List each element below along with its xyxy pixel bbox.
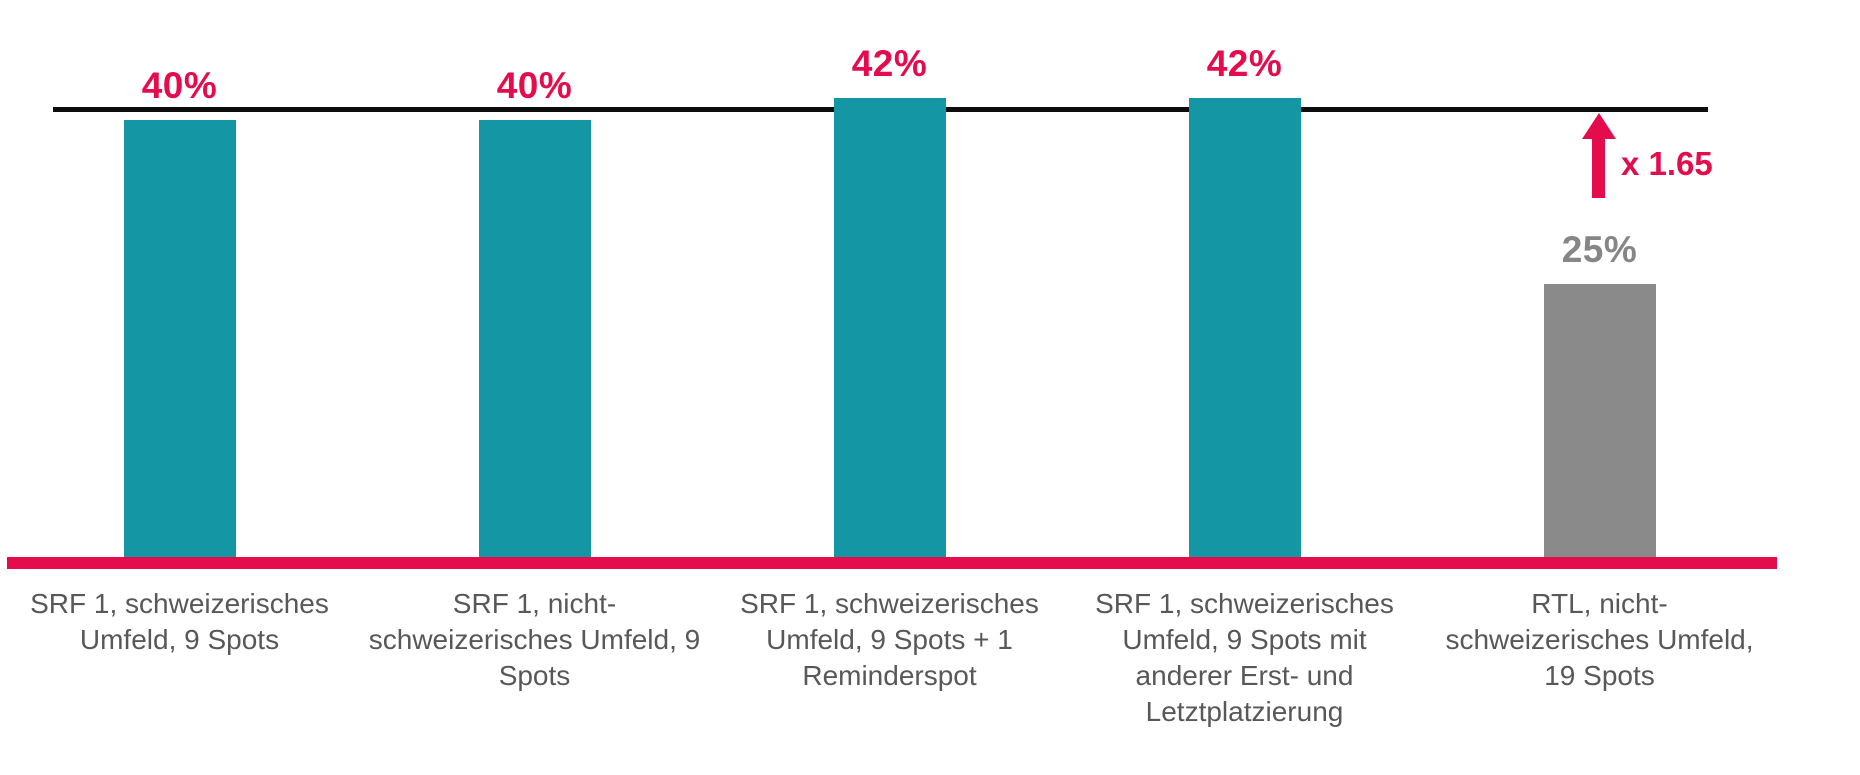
bar — [1188, 98, 1301, 557]
bar-value-label: 40% — [141, 65, 218, 106]
bar — [1543, 284, 1656, 557]
category-label: SRF 1, schweizerisches Umfeld, 9 Spots m… — [1095, 588, 1394, 727]
bar-value-label: 42% — [1206, 43, 1283, 84]
bar-value-label: 40% — [496, 65, 573, 106]
bar — [478, 120, 591, 557]
multiplier-annotation: x 1.65 — [1621, 145, 1713, 182]
arrow-head-icon — [1582, 113, 1616, 139]
bar — [123, 120, 236, 557]
x-axis-baseline — [7, 557, 1777, 569]
category-label: SRF 1, schweizerisches Umfeld, 9 Spots — [30, 588, 329, 655]
category-label: SRF 1, schweizerisches Umfeld, 9 Spots +… — [740, 588, 1039, 691]
category-label: SRF 1, nicht- schweizerisches Umfeld, 9 … — [368, 588, 701, 691]
bar-value-label: 42% — [851, 43, 928, 84]
category-label: RTL, nicht- schweizerisches Umfeld, 19 S… — [1445, 588, 1754, 691]
arrow-stem — [1592, 137, 1605, 198]
bar-value-label: 25% — [1561, 229, 1638, 270]
bar — [833, 98, 946, 557]
